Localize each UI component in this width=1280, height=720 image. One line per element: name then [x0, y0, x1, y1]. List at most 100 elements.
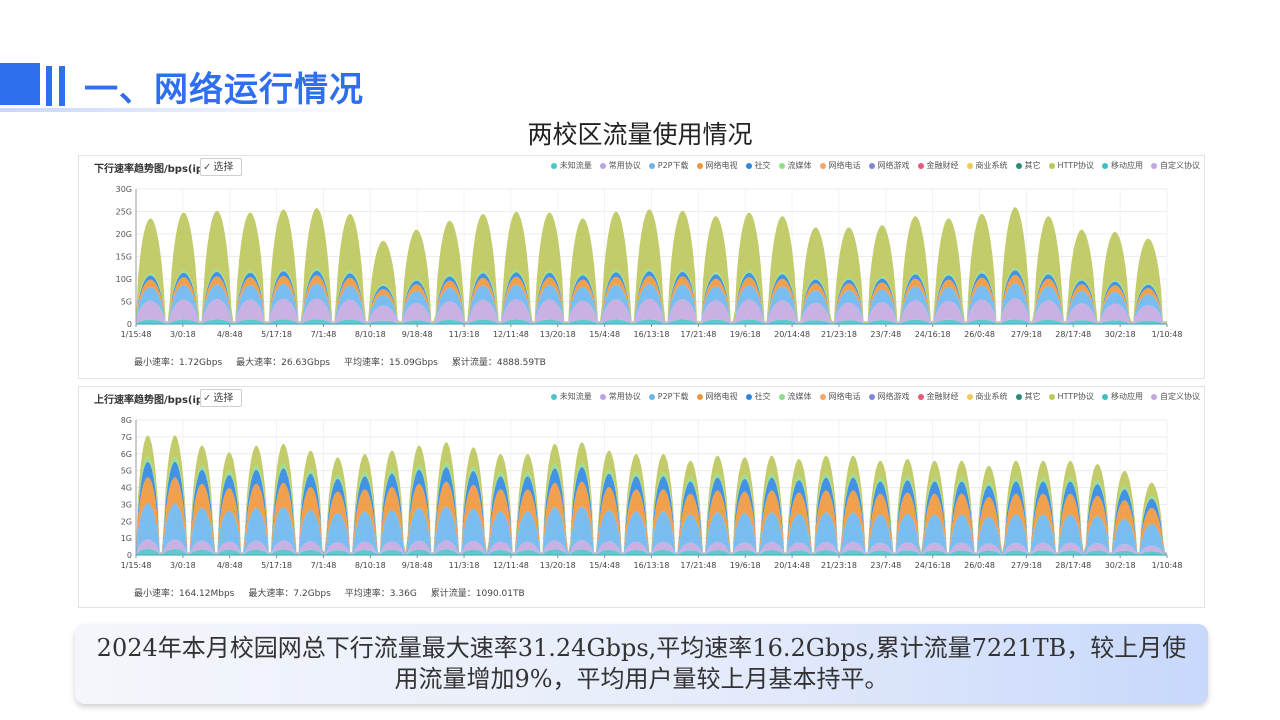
- series-area: [136, 319, 1167, 324]
- stat-max: 最大速率：26.63Gbps: [236, 358, 330, 368]
- stat-avg: 平均速率：15.09Gbps: [344, 358, 438, 368]
- legend-dot-icon: [1102, 162, 1108, 169]
- legend-item[interactable]: 金融财经: [917, 160, 959, 171]
- select-button[interactable]: ✓ 选择: [200, 389, 242, 407]
- legend-item[interactable]: 流媒体: [778, 391, 812, 402]
- legend-dot-icon: [745, 393, 752, 400]
- x-tick-label: 16/13:18: [634, 561, 670, 570]
- x-tick-label: 13/20:18: [540, 561, 576, 570]
- legend-item[interactable]: 未知流量: [550, 160, 592, 171]
- legend-item[interactable]: 常用协议: [599, 160, 641, 171]
- legend-item[interactable]: 移动应用: [1102, 160, 1143, 171]
- legend-item[interactable]: 网络电视: [696, 391, 738, 402]
- legend-dot-icon: [1015, 162, 1022, 169]
- legend-item[interactable]: 其它: [1015, 391, 1041, 402]
- legend-item[interactable]: 常用协议: [599, 391, 641, 402]
- legend-label: 网络游戏: [877, 161, 910, 170]
- legend-dot-icon: [778, 162, 785, 169]
- legend-label: 流媒体: [787, 161, 812, 170]
- y-tick-label: 0: [127, 320, 132, 329]
- x-tick-label: 23/7:48: [870, 330, 901, 339]
- x-tick-label: 24/16:18: [915, 561, 951, 570]
- y-tick-label: 5G: [121, 298, 132, 307]
- legend-label: 未知流量: [559, 392, 592, 401]
- legend-item[interactable]: 未知流量: [550, 391, 592, 402]
- x-tick-label: 4/8:48: [217, 330, 243, 339]
- chart-stats: 最小速率：1.72Gbps 最大速率：26.63Gbps 平均速率：15.09G…: [134, 355, 546, 368]
- x-tick-label: 28/17:48: [1055, 330, 1091, 339]
- y-tick-label: 1G: [121, 534, 132, 543]
- stat-min: 最小速率：164.12Mbps: [134, 589, 235, 599]
- legend-item[interactable]: HTTP协议: [1048, 160, 1094, 171]
- legend-label: 流媒体: [787, 392, 812, 401]
- series-area: [136, 461, 1167, 554]
- uplink-chart: 0 1G 2G 3G 4G 5G 6G 7G 8G 1/15:48 3/0:18 4/8:48 5/17…: [121, 416, 1183, 570]
- legend-label: 网络电话: [828, 392, 861, 401]
- stat-total: 累计流量：1090.01TB: [430, 589, 525, 599]
- x-tick-label: 20/14:48: [774, 330, 810, 339]
- y-tick-label: 7G: [121, 433, 132, 442]
- x-tick-label: 15/4:48: [589, 561, 620, 570]
- x-tick-label: 30/2:18: [1105, 330, 1136, 339]
- legend-dot-icon: [696, 393, 703, 400]
- legend-item[interactable]: 自定义协议: [1151, 160, 1200, 171]
- legend-item[interactable]: HTTP协议: [1048, 391, 1094, 402]
- x-tick-label: 21/23:18: [821, 561, 857, 570]
- y-tick-label: 10G: [116, 275, 132, 284]
- x-tick-label: 7/1:48: [311, 561, 337, 570]
- x-tick-label: 26/0:48: [964, 561, 995, 570]
- select-button[interactable]: ✓ 选择: [200, 158, 242, 176]
- legend-item[interactable]: 自定义协议: [1151, 391, 1200, 402]
- legend-item[interactable]: 商业系统: [966, 391, 1008, 402]
- legend-item[interactable]: 金融财经: [917, 391, 959, 402]
- legend-dot-icon: [966, 162, 973, 169]
- legend-dot-icon: [1048, 393, 1055, 400]
- legend-item[interactable]: 网络电话: [819, 160, 861, 171]
- page-title: 一、网络运行情况: [84, 70, 364, 110]
- x-tick-label: 4/8:48: [217, 561, 243, 570]
- legend-dot-icon: [868, 162, 875, 169]
- x-tick-label: 19/6:18: [730, 561, 761, 570]
- legend-item[interactable]: 流媒体: [778, 160, 812, 171]
- legend-item[interactable]: 网络电视: [696, 160, 738, 171]
- legend-label: 金融财经: [926, 161, 959, 170]
- legend-item[interactable]: 商业系统: [966, 160, 1008, 171]
- series-area: [136, 477, 1167, 554]
- legend-label: P2P下载: [657, 392, 689, 401]
- legend-item[interactable]: P2P下载: [648, 391, 689, 402]
- legend-label: 未知流量: [559, 161, 592, 170]
- chart-title: 上行速率趋势图/bps(ip: [94, 395, 204, 406]
- legend-item[interactable]: 社交: [745, 160, 771, 171]
- legend-item[interactable]: 网络游戏: [868, 160, 910, 171]
- y-tick-label: 0: [127, 551, 132, 560]
- header-accent-block: [0, 63, 40, 105]
- legend-item[interactable]: 社交: [745, 391, 771, 402]
- summary-note: 2024年本月校园网总下行流量最大速率31.24Gbps,平均速率16.2Gbp…: [75, 624, 1208, 704]
- legend-item[interactable]: 其它: [1015, 160, 1041, 171]
- x-tick-label: 19/6:18: [730, 330, 761, 339]
- legend-item[interactable]: P2P下载: [648, 160, 689, 171]
- x-tick-label: 26/0:48: [964, 330, 995, 339]
- series-area: [136, 549, 1167, 555]
- legend-dot-icon: [966, 393, 973, 400]
- legend-item[interactable]: 网络游戏: [868, 391, 910, 402]
- stat-min: 最小速率：1.72Gbps: [134, 358, 223, 368]
- x-tick-label: 17/21:48: [680, 330, 716, 339]
- uplink-chart-panel: 上行速率趋势图/bps(ip ✓ 选择 未知流量 常用协议 P2P下载 网络电视 社交 流媒…: [78, 386, 1205, 608]
- legend-item[interactable]: 网络电话: [819, 391, 861, 402]
- x-tick-label: 3/0:18: [170, 330, 196, 339]
- legend-dot-icon: [819, 393, 826, 400]
- x-tick-label: 15/4:48: [589, 330, 620, 339]
- legend-dot-icon: [917, 393, 924, 400]
- legend-dot-icon: [599, 393, 606, 400]
- x-tick-label: 23/7:48: [870, 561, 901, 570]
- downlink-chart-panel: 下行速率趋势图/bps(ip ✓ 选择 未知流量 常用协议 P2P下载 网络电视 社交 流媒…: [78, 155, 1205, 379]
- x-tick-label: 24/16:18: [915, 330, 951, 339]
- section-title: 两校区流量使用情况: [527, 120, 753, 149]
- legend-label: 网络电视: [705, 161, 738, 170]
- x-tick-label: 12/11:48: [493, 561, 529, 570]
- series-area: [136, 275, 1167, 324]
- legend-dot-icon: [1015, 393, 1022, 400]
- legend-item[interactable]: 移动应用: [1102, 391, 1143, 402]
- legend-dot-icon: [550, 393, 557, 400]
